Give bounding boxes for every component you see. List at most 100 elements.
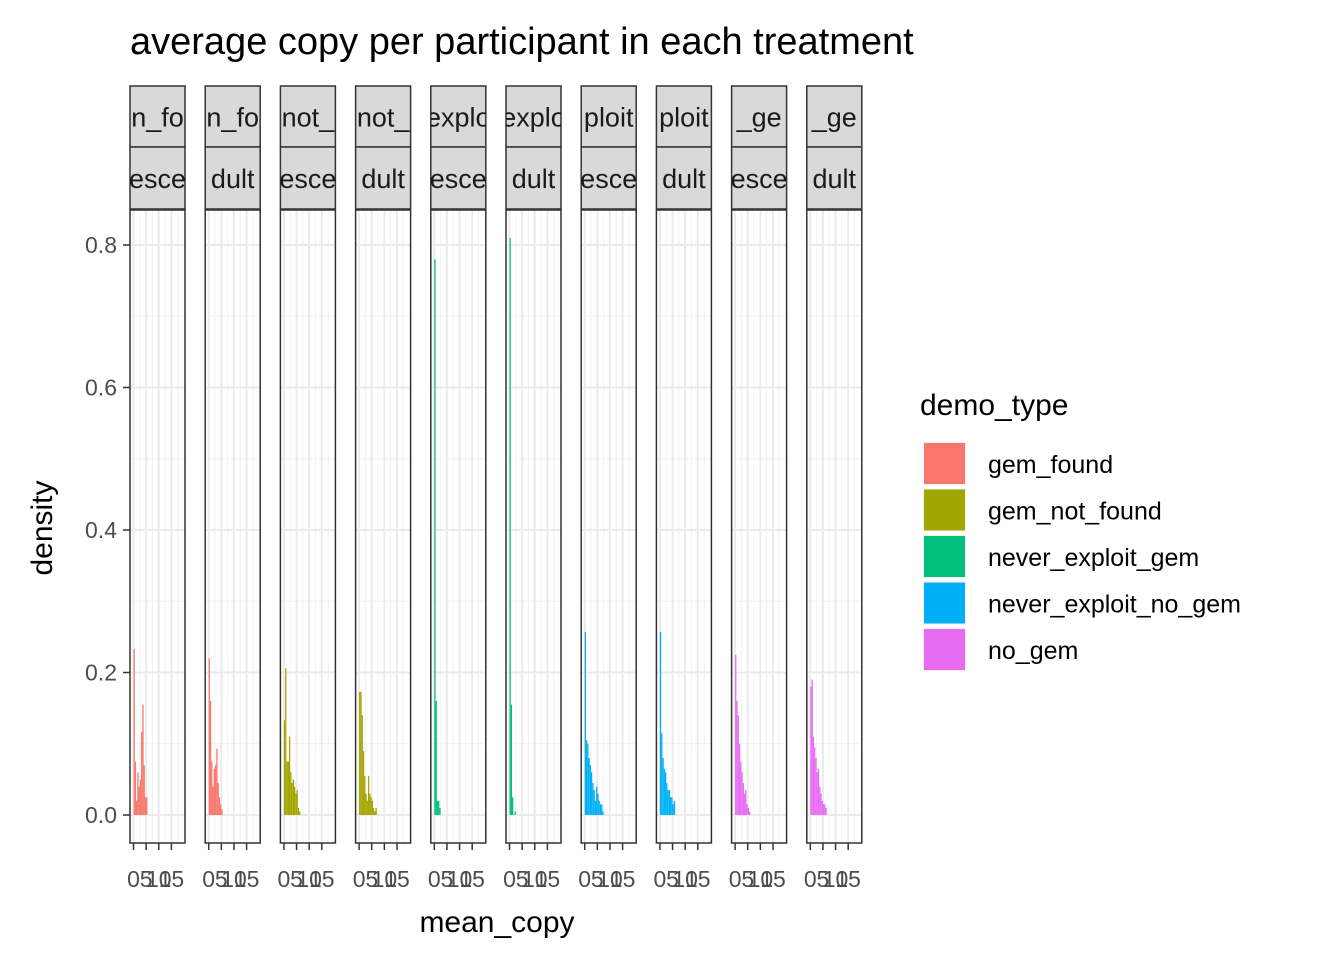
histogram-bar (812, 736, 815, 815)
x-tick-label: 15 (535, 866, 561, 892)
histogram-bar (209, 701, 212, 815)
histogram-bar (143, 765, 145, 815)
facet-strip-bottom-label: dult (813, 164, 857, 194)
histogram-bar (672, 804, 674, 815)
legend-label: no_gem (988, 637, 1078, 665)
histogram-bar (295, 793, 297, 815)
legend: demo_type gem_found gem_not_found never_ex… (920, 389, 1241, 671)
histogram-bar (659, 631, 662, 815)
facet-strip-top (655, 85, 713, 148)
histogram-bar (748, 811, 751, 815)
facet-strip-top (505, 85, 562, 148)
histogram-bar (294, 786, 296, 815)
panel-border (580, 209, 637, 844)
legend-item-gem-found: gem_found (923, 442, 1113, 485)
histogram-bar (370, 797, 372, 815)
x-tick-label: 5 (516, 866, 529, 892)
histogram-bar (283, 720, 286, 815)
panel-background (581, 210, 637, 843)
histogram-bar (663, 768, 665, 815)
facet-strip-bottom-label: esce (731, 164, 788, 194)
histogram-bar (134, 761, 137, 815)
panel-background (205, 210, 261, 843)
histogram-bar (601, 804, 603, 815)
facet-panel: explo dult (501, 85, 566, 844)
histogram-bar (374, 811, 376, 815)
facet-strip-top-label: explo (501, 103, 566, 133)
histogram-bar (434, 259, 436, 815)
facet-strip-top (580, 85, 637, 148)
facet-strip-bottom (655, 146, 713, 210)
facet-panel: not_dult (354, 85, 412, 844)
x-tick-label: 10 (823, 866, 849, 892)
histogram-bar (735, 654, 737, 815)
histogram-bar (593, 790, 595, 815)
panel-background (430, 210, 486, 843)
facet-strip-bottom-label: dult (662, 164, 706, 194)
x-tick-label: 5 (215, 866, 228, 892)
facet-panels: n_foescen_fodultnot_escenot_dultexploesc… (129, 85, 863, 844)
y-tick-label: 0.6 (85, 375, 117, 401)
histogram-bar (435, 701, 437, 815)
histogram-bar (137, 772, 139, 815)
histogram-bar (288, 736, 291, 815)
y-tick-label: 0.8 (85, 232, 117, 258)
histogram-bar (811, 679, 813, 815)
facet-strip-bottom (204, 146, 261, 210)
histogram-bar (133, 648, 135, 815)
x-tick-label: 0 (578, 866, 591, 892)
x-tick-label: 15 (835, 866, 861, 892)
y-axis: 0.0 0.2 0.4 0.6 0.8 (85, 232, 130, 828)
x-tick-label: 10 (672, 866, 698, 892)
histogram-bar (664, 772, 667, 815)
x-tick-label: 15 (459, 866, 485, 892)
panel-background (280, 210, 336, 843)
histogram-bar (670, 797, 672, 815)
x-tick-label: 0 (278, 866, 291, 892)
histogram-bar (743, 793, 746, 815)
x-tick-label: 5 (140, 866, 153, 892)
legend-title: demo_type (920, 389, 1068, 422)
histogram-bar (360, 691, 362, 815)
histogram-bar (216, 748, 218, 815)
histogram-bar (139, 779, 142, 815)
histogram-bar (369, 793, 371, 815)
histogram-bar (211, 761, 213, 815)
x-tick-label: 0 (428, 866, 441, 892)
legend-item-no-gem: no_gem (923, 628, 1078, 671)
histogram-bar (817, 768, 820, 815)
legend-label: gem_found (988, 451, 1113, 479)
histogram-bar (810, 686, 812, 815)
histogram-bar (666, 782, 668, 815)
histogram-bar (439, 807, 441, 815)
panel-background (806, 210, 862, 843)
histogram-bar (299, 811, 301, 815)
facet-strip-bottom (730, 146, 788, 210)
x-tick-label: 15 (309, 866, 335, 892)
histogram-bar (738, 743, 741, 815)
histogram-bar (213, 768, 216, 815)
facet-strip-bottom-label: esce (279, 164, 336, 194)
facet-strip-bottom (580, 146, 637, 210)
histogram-bar (591, 772, 593, 815)
facet-strip-bottom-label: esce (580, 164, 637, 194)
histogram-bar (286, 761, 288, 815)
x-tick-label: 15 (760, 866, 786, 892)
histogram-bar (814, 747, 816, 815)
histogram-bar (596, 786, 598, 815)
y-tick-label: 0.4 (85, 517, 117, 543)
panel-border (129, 209, 186, 844)
histogram-bar (290, 772, 292, 815)
facet-strip-bottom (505, 146, 562, 210)
panel-border (279, 209, 337, 844)
panel-border (505, 209, 562, 844)
histogram-bar (584, 631, 586, 815)
x-tick-label: 15 (234, 866, 260, 892)
facet-strip-bottom (279, 146, 337, 210)
histogram-bar (737, 715, 739, 815)
histogram-bar (585, 740, 588, 815)
